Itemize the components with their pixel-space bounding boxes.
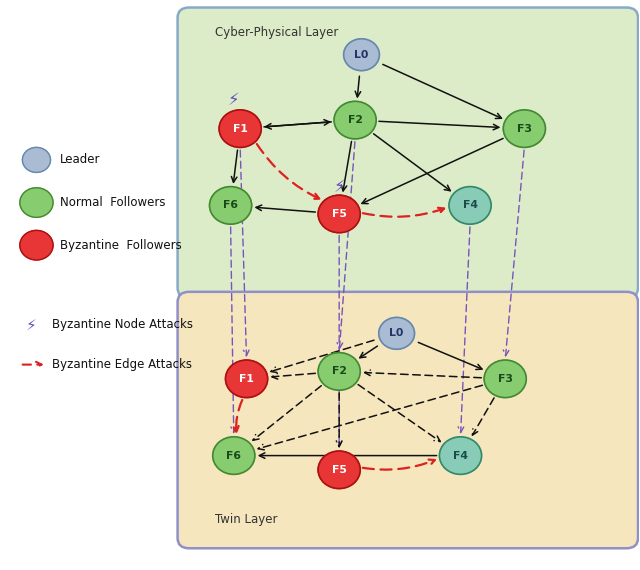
Circle shape — [20, 188, 53, 217]
Circle shape — [212, 437, 255, 474]
Text: Twin Layer: Twin Layer — [214, 512, 277, 526]
Circle shape — [318, 353, 360, 390]
Text: Byzantine Node Attacks: Byzantine Node Attacks — [52, 318, 193, 331]
Text: F1: F1 — [239, 374, 254, 384]
Text: ⚡: ⚡ — [333, 178, 345, 196]
FancyBboxPatch shape — [177, 292, 638, 548]
Circle shape — [318, 195, 360, 233]
Text: ⚡: ⚡ — [26, 317, 36, 332]
Text: Normal  Followers: Normal Followers — [60, 196, 166, 209]
FancyBboxPatch shape — [177, 7, 638, 298]
Text: L0: L0 — [355, 50, 369, 60]
Circle shape — [20, 230, 53, 260]
Text: F2: F2 — [332, 367, 347, 376]
Text: ⚡: ⚡ — [228, 91, 239, 109]
Circle shape — [379, 317, 415, 349]
Circle shape — [219, 110, 261, 148]
Text: Cyber-Physical Layer: Cyber-Physical Layer — [214, 26, 338, 39]
Circle shape — [440, 437, 481, 474]
Text: Byzantine  Followers: Byzantine Followers — [60, 239, 182, 252]
Text: F2: F2 — [348, 115, 363, 125]
Text: F5: F5 — [332, 465, 347, 475]
Text: F6: F6 — [223, 201, 238, 210]
Text: F6: F6 — [227, 450, 241, 461]
Circle shape — [334, 101, 376, 139]
Text: F4: F4 — [453, 450, 468, 461]
Text: F4: F4 — [463, 201, 477, 210]
Circle shape — [449, 186, 491, 224]
Circle shape — [225, 360, 268, 398]
Text: F3: F3 — [517, 124, 532, 133]
Circle shape — [209, 186, 252, 224]
Text: L0: L0 — [390, 328, 404, 339]
Text: F1: F1 — [233, 124, 248, 133]
Text: F3: F3 — [498, 374, 513, 384]
Text: Byzantine Edge Attacks: Byzantine Edge Attacks — [52, 358, 192, 371]
Text: Leader: Leader — [60, 153, 100, 166]
Circle shape — [484, 360, 526, 398]
Text: F5: F5 — [332, 209, 347, 219]
Circle shape — [22, 148, 51, 172]
Circle shape — [503, 110, 545, 148]
Circle shape — [344, 39, 380, 71]
Circle shape — [318, 451, 360, 488]
